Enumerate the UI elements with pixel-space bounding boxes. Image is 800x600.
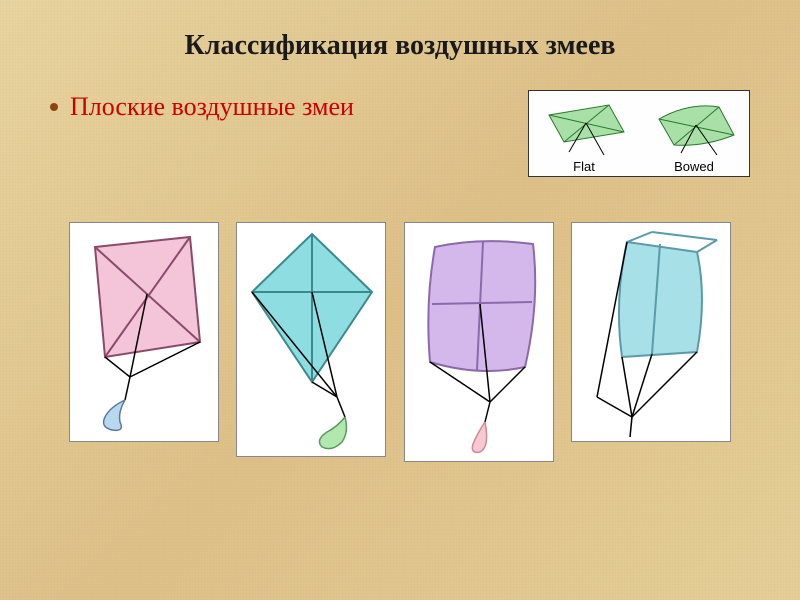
- ref-label-flat: Flat: [573, 159, 595, 174]
- kite-cyan-svg: [237, 222, 385, 457]
- bowed-kite-icon: [649, 97, 739, 157]
- kites-row: [50, 222, 750, 462]
- flat-kite-icon: [539, 97, 629, 157]
- kite-pink-box: [69, 222, 219, 442]
- subtitle-text: Плоские воздушные змеи: [70, 92, 354, 122]
- kite-blue-box-svg: [572, 222, 730, 442]
- kite-purple-box: [404, 222, 554, 462]
- kite-cyan-box: [236, 222, 386, 457]
- ref-label-bowed: Bowed: [674, 159, 714, 174]
- kite-purple-svg: [405, 222, 553, 462]
- kite-pink-svg: [70, 222, 218, 442]
- slide-container: Классификация воздушных змеев Плоские во…: [0, 0, 800, 600]
- ref-kite-bowed: Bowed: [649, 97, 739, 174]
- slide-title: Классификация воздушных змеев: [50, 30, 750, 62]
- ref-kite-flat: Flat: [539, 97, 629, 174]
- kite-blue-box-container: [571, 222, 731, 442]
- bullet-icon: [50, 103, 58, 111]
- bullet-item: Плоские воздушные змеи: [50, 92, 354, 122]
- reference-diagram: Flat Bowed: [528, 90, 750, 177]
